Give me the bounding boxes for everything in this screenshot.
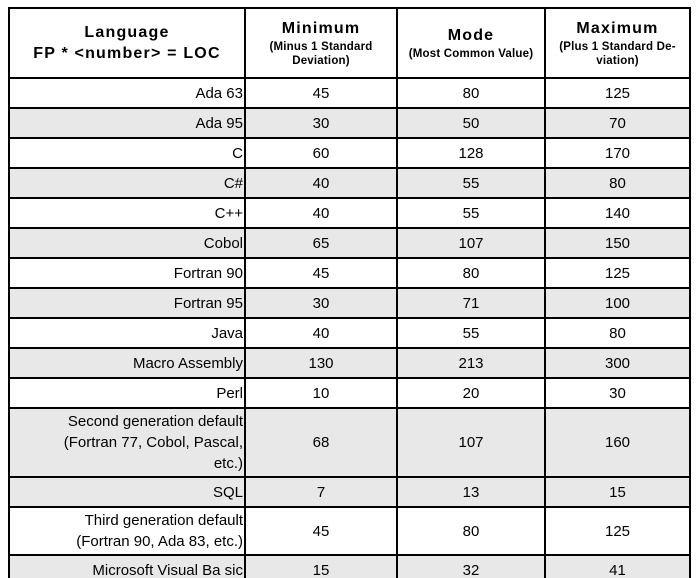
table-row: C 60 128 170	[8, 137, 691, 169]
language-header-formula: FP * <number> = LOC	[33, 45, 221, 62]
language-cell: C#	[8, 167, 246, 199]
maximum-cell: 300	[544, 347, 691, 379]
table-row: Perl 10 20 30	[8, 377, 691, 409]
mode-cell: 107	[396, 407, 546, 478]
maximum-cell: 160	[544, 407, 691, 478]
maximum-header-title: Maximum	[576, 20, 659, 37]
table-row: C++ 40 55 140	[8, 197, 691, 229]
maximum-cell: 170	[544, 137, 691, 169]
minimum-cell: 30	[244, 107, 398, 139]
minimum-cell: 68	[244, 407, 398, 478]
mode-cell: 55	[396, 317, 546, 349]
mode-cell: 55	[396, 197, 546, 229]
mode-cell: 50	[396, 107, 546, 139]
maximum-column-header: Maximum (Plus 1 Standard De- viation)	[544, 7, 691, 79]
maximum-cell: 100	[544, 287, 691, 319]
maximum-header-subtitle: (Plus 1 Standard De- viation)	[559, 41, 676, 67]
mode-cell: 80	[396, 506, 546, 556]
mode-cell: 55	[396, 167, 546, 199]
table-row: Microsoft Visual Ba sic 15 32 41	[8, 554, 691, 578]
maximum-cell: 15	[544, 476, 691, 508]
table-row: Cobol 65 107 150	[8, 227, 691, 259]
table-body: Ada 63 45 80 125 Ada 95 30 50 70 C 60 12…	[8, 77, 691, 578]
header-row: Language FP * <number> = LOC Minimum (Mi…	[8, 7, 691, 79]
language-cell: SQL	[8, 476, 246, 508]
maximum-cell: 150	[544, 227, 691, 259]
minimum-cell: 40	[244, 167, 398, 199]
maximum-cell: 125	[544, 77, 691, 109]
minimum-cell: 60	[244, 137, 398, 169]
table-row: SQL 7 13 15	[8, 476, 691, 508]
mode-cell: 80	[396, 257, 546, 289]
language-cell: Second generation default (Fortran 77, C…	[8, 407, 246, 478]
minimum-cell: 15	[244, 554, 398, 578]
minimum-cell: 45	[244, 257, 398, 289]
table-row: Ada 63 45 80 125	[8, 77, 691, 109]
maximum-cell: 80	[544, 167, 691, 199]
maximum-cell: 41	[544, 554, 691, 578]
table-row: Fortran 95 30 71 100	[8, 287, 691, 319]
mode-cell: 80	[396, 77, 546, 109]
mode-header-subtitle: (Most Common Value)	[408, 48, 534, 60]
maximum-cell: 30	[544, 377, 691, 409]
minimum-cell: 45	[244, 77, 398, 109]
table-row: Macro Assembly 130 213 300	[8, 347, 691, 379]
minimum-cell: 130	[244, 347, 398, 379]
minimum-cell: 45	[244, 506, 398, 556]
mode-cell: 128	[396, 137, 546, 169]
maximum-cell: 70	[544, 107, 691, 139]
language-loc-table: Language FP * <number> = LOC Minimum (Mi…	[8, 7, 691, 578]
mode-cell: 71	[396, 287, 546, 319]
mode-cell: 20	[396, 377, 546, 409]
table-row: C# 40 55 80	[8, 167, 691, 199]
language-column-header: Language FP * <number> = LOC	[8, 7, 246, 79]
language-cell: Microsoft Visual Ba sic	[8, 554, 246, 578]
mode-cell: 13	[396, 476, 546, 508]
mode-header-title: Mode	[447, 27, 495, 44]
minimum-cell: 40	[244, 317, 398, 349]
language-cell: Ada 63	[8, 77, 246, 109]
minimum-cell: 40	[244, 197, 398, 229]
language-cell: Cobol	[8, 227, 246, 259]
minimum-cell: 30	[244, 287, 398, 319]
minimum-column-header: Minimum (Minus 1 Standard Deviation)	[244, 7, 398, 79]
language-cell: Fortran 90	[8, 257, 246, 289]
mode-column-header: Mode (Most Common Value)	[396, 7, 546, 79]
mode-cell: 107	[396, 227, 546, 259]
language-cell: C	[8, 137, 246, 169]
minimum-cell: 7	[244, 476, 398, 508]
language-cell: Perl	[8, 377, 246, 409]
language-cell: Third generation default (Fortran 90, Ad…	[8, 506, 246, 556]
language-cell: Macro Assembly	[8, 347, 246, 379]
maximum-cell: 125	[544, 257, 691, 289]
maximum-cell: 80	[544, 317, 691, 349]
table-row: Third generation default (Fortran 90, Ad…	[8, 506, 691, 556]
table-row: Second generation default (Fortran 77, C…	[8, 407, 691, 478]
minimum-cell: 10	[244, 377, 398, 409]
mode-cell: 213	[396, 347, 546, 379]
minimum-header-title: Minimum	[281, 20, 361, 37]
language-cell: Java	[8, 317, 246, 349]
table-row: Java 40 55 80	[8, 317, 691, 349]
mode-cell: 32	[396, 554, 546, 578]
table-row: Ada 95 30 50 70	[8, 107, 691, 139]
language-cell: Ada 95	[8, 107, 246, 139]
maximum-cell: 125	[544, 506, 691, 556]
minimum-cell: 65	[244, 227, 398, 259]
table-row: Fortran 90 45 80 125	[8, 257, 691, 289]
language-cell: C++	[8, 197, 246, 229]
maximum-cell: 140	[544, 197, 691, 229]
minimum-header-subtitle: (Minus 1 Standard Deviation)	[269, 41, 373, 67]
language-cell: Fortran 95	[8, 287, 246, 319]
language-header-title: Language	[84, 24, 170, 41]
